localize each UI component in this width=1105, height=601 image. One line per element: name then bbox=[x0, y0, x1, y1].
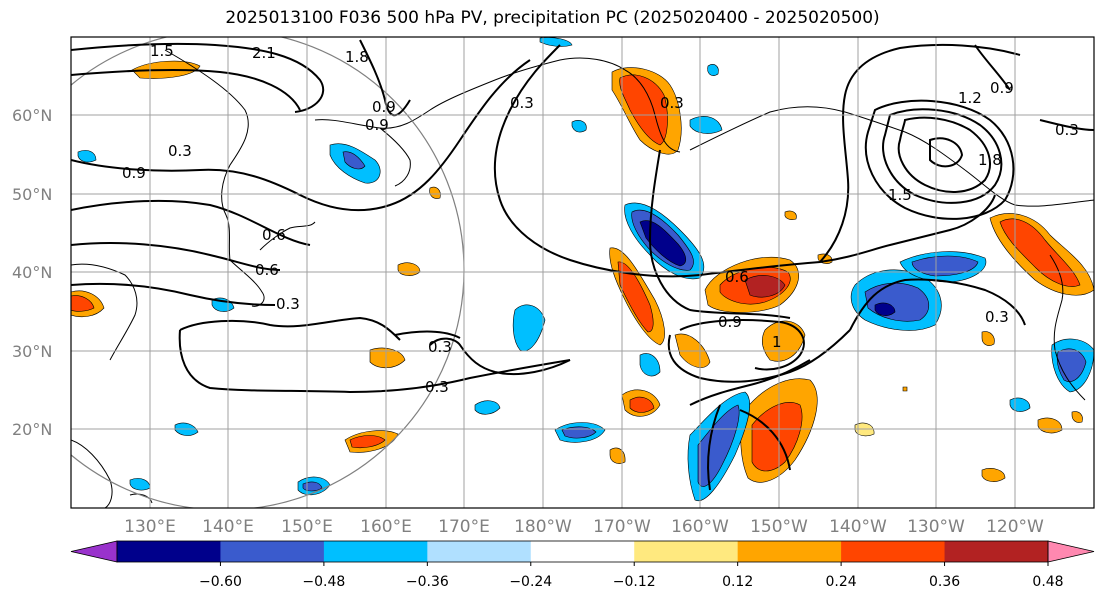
colorbar-tick-label: 0.48 bbox=[1032, 574, 1063, 590]
colorbar-cell bbox=[220, 541, 325, 562]
lat-label-30n: 30°N bbox=[12, 342, 52, 361]
colorbar-frame bbox=[116, 540, 1049, 563]
map-title: 2025013100 F036 500 hPa PV, precipitatio… bbox=[225, 8, 880, 28]
pv-contours bbox=[71, 39, 1094, 491]
lon-label: 170°W bbox=[593, 517, 651, 537]
colorbar-tick-label: −0.12 bbox=[613, 574, 656, 590]
lon-label: 160°E bbox=[360, 517, 412, 537]
contour-label: 0.9 bbox=[990, 79, 1014, 97]
contour-label: 0.3 bbox=[510, 94, 534, 112]
colorbar-cell bbox=[117, 541, 221, 562]
contour-label: 1.8 bbox=[345, 48, 369, 66]
colorbar-tick-label: −0.60 bbox=[199, 574, 242, 590]
contour-label: 0.9 bbox=[365, 116, 389, 134]
map-frame bbox=[70, 36, 1095, 509]
contour-label: 0.3 bbox=[1055, 121, 1079, 139]
lon-label: 160°W bbox=[671, 517, 729, 537]
colorbar-tick-label: 0.24 bbox=[826, 574, 857, 590]
colorbar-tick-label: 0.12 bbox=[722, 574, 753, 590]
graticule bbox=[71, 37, 1094, 508]
lon-label: 140°W bbox=[829, 517, 887, 537]
colorbar-cell bbox=[737, 541, 842, 562]
colorbar-tick-label: −0.48 bbox=[302, 574, 345, 590]
contour-label: 0.9 bbox=[122, 164, 146, 182]
lat-label-60n: 60°N bbox=[12, 106, 52, 125]
contour-label: 1.8 bbox=[978, 151, 1002, 169]
colorbar-extend-high bbox=[1047, 540, 1095, 563]
colorbar-cell bbox=[634, 541, 739, 562]
contour-label: 0.3 bbox=[425, 378, 449, 396]
contour-label: 1.2 bbox=[958, 89, 982, 107]
lon-label: 170°E bbox=[438, 517, 490, 537]
contour-label: 0.3 bbox=[276, 295, 300, 313]
colorbar-cell bbox=[427, 541, 532, 562]
lat-label-40n: 40°N bbox=[12, 263, 52, 282]
contour-label: 0.3 bbox=[428, 338, 452, 356]
colorbar: −0.60 −0.48 −0.36 −0.24 −0.12 0.12 0.24 0.36 0.4… bbox=[70, 540, 1095, 590]
lon-label: 130°E bbox=[124, 517, 176, 537]
contour-label: 0.3 bbox=[985, 308, 1009, 326]
contour-label: 1.5 bbox=[150, 42, 174, 60]
longitude-labels: 130°E 140°E 150°E 160°E 170°E 180°W 170°… bbox=[124, 517, 1044, 537]
contour-label: 0.9 bbox=[718, 313, 742, 331]
lat-label-20n: 20°N bbox=[12, 420, 52, 439]
contour-label: 0.6 bbox=[262, 226, 286, 244]
contour-label: 0.9 bbox=[372, 98, 396, 116]
contour-label: 0.6 bbox=[725, 268, 749, 286]
lon-label: 150°E bbox=[281, 517, 333, 537]
colorbar-cell bbox=[944, 541, 1049, 562]
lon-label: 180°W bbox=[514, 517, 572, 537]
contour-label: 1.5 bbox=[888, 186, 912, 204]
lon-label: 140°E bbox=[202, 517, 254, 537]
colorbar-tick-label: −0.24 bbox=[509, 574, 552, 590]
colorbar-extend-low bbox=[70, 540, 118, 563]
contour-label: 0.3 bbox=[660, 94, 684, 112]
contour-label: 1 bbox=[772, 333, 782, 351]
contour-label: 0.6 bbox=[255, 261, 279, 279]
contour-labels: 1.5 2.1 1.8 0.9 0.9 0.3 0.3 0.9 0.3 0.6 … bbox=[122, 42, 1079, 396]
colorbar-cell bbox=[323, 541, 428, 562]
colorbar-tick-label: −0.36 bbox=[406, 574, 449, 590]
lat-label-50n: 50°N bbox=[12, 185, 52, 204]
lon-label: 150°W bbox=[750, 517, 808, 537]
lon-label: 120°W bbox=[986, 517, 1044, 537]
lon-label: 130°W bbox=[907, 517, 965, 537]
contour-label: 2.1 bbox=[252, 44, 276, 62]
colorbar-tick-label: 0.36 bbox=[929, 574, 960, 590]
colorbar-cell bbox=[530, 541, 635, 562]
latitude-labels: 60°N 50°N 40°N 30°N 20°N bbox=[12, 106, 52, 439]
contour-label: 0.3 bbox=[168, 142, 192, 160]
colorbar-cell bbox=[841, 541, 946, 562]
